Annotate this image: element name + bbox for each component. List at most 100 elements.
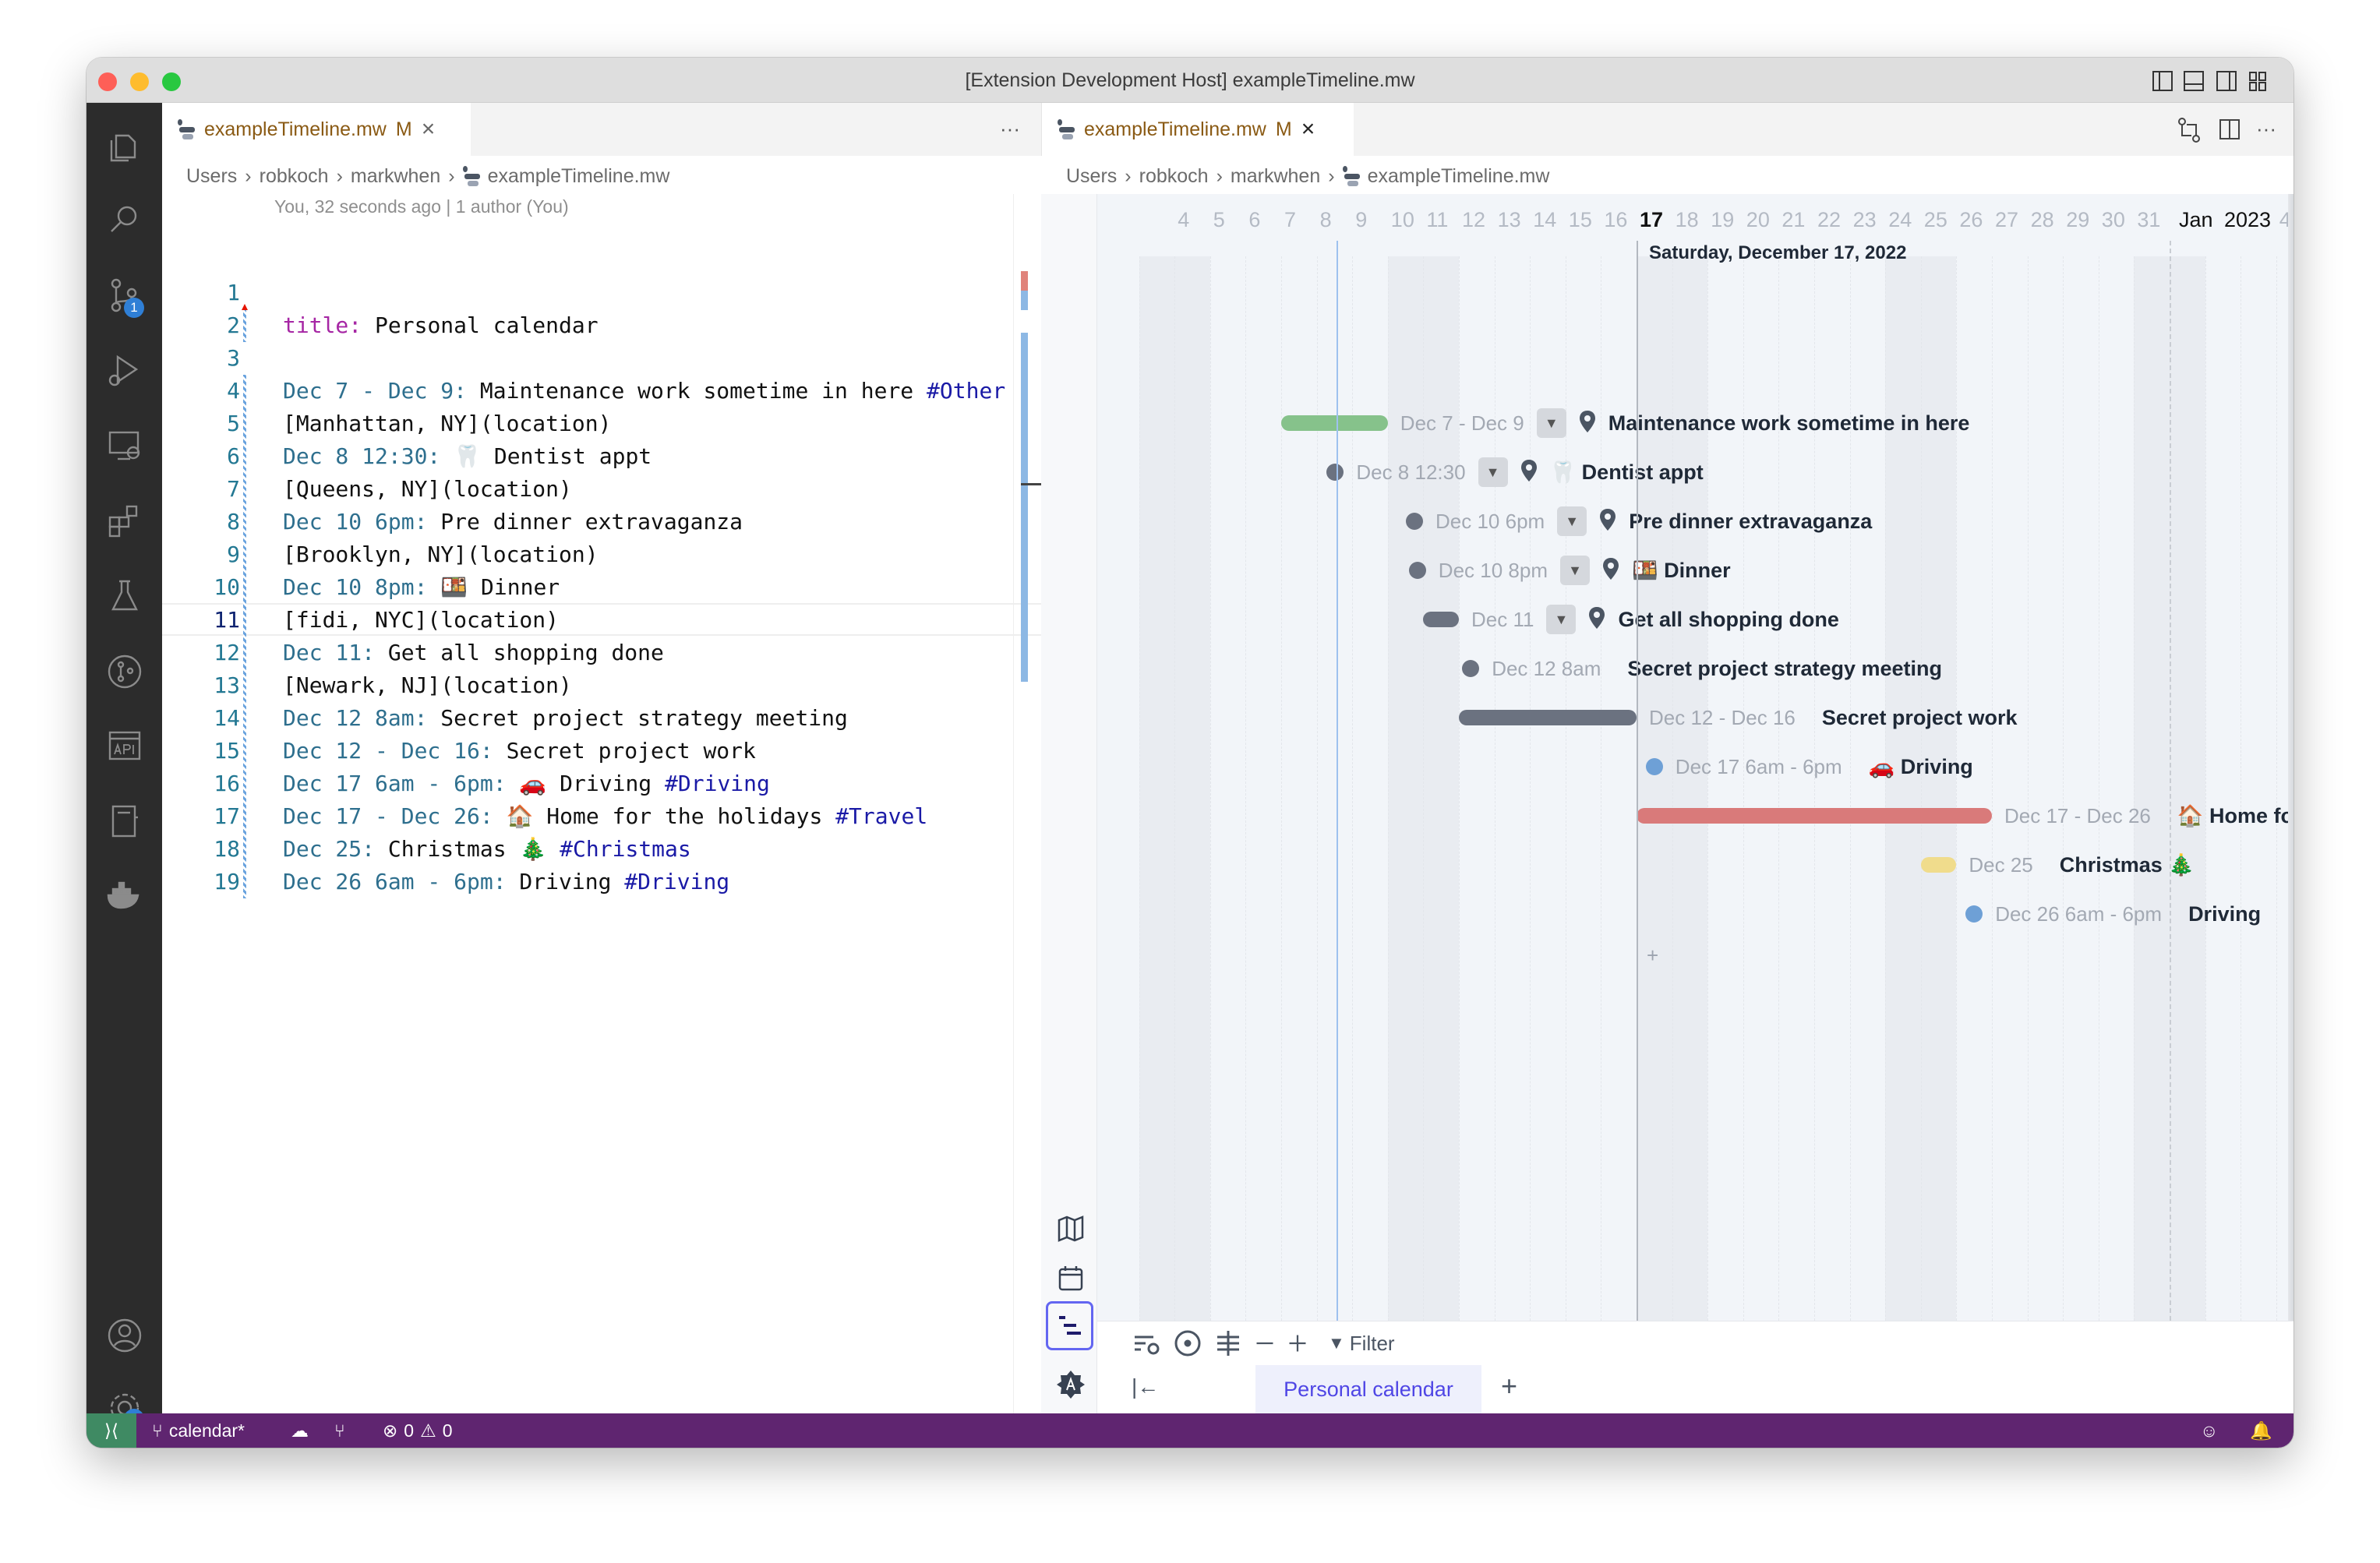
day-label[interactable]: 19 — [1711, 208, 1735, 231]
overview-ruler[interactable] — [1013, 194, 1042, 1413]
notebook-icon[interactable] — [105, 802, 144, 841]
event-dot[interactable] — [1406, 513, 1423, 530]
feedback-icon[interactable]: ☺ — [2200, 1420, 2219, 1441]
code-line[interactable]: 7 [Queens, NY](location) — [162, 473, 1091, 506]
testing-icon[interactable] — [105, 577, 144, 616]
close-tab-icon[interactable]: × — [421, 116, 436, 142]
timeline-event[interactable]: Dec 7 - Dec 9 ▼ Maintenance work sometime … — [1281, 408, 1969, 439]
zoom-in-icon[interactable] — [1286, 1328, 1309, 1359]
timeline-event[interactable]: Dec 12 8am Secret project strategy meetin… — [1462, 653, 1942, 684]
year-label[interactable]: 2023 — [2224, 208, 2272, 231]
timeline-event[interactable]: Dec 11 ▼ Get all shopping done — [1423, 604, 1839, 635]
event-bar[interactable] — [1423, 612, 1459, 627]
location-pin-icon[interactable] — [1599, 508, 1616, 535]
event-dot[interactable] — [1645, 758, 1663, 775]
day-label[interactable]: 12 — [1462, 208, 1486, 231]
filter-button[interactable]: ▼ Filter — [1328, 1332, 1395, 1356]
day-label[interactable]: 31 — [2137, 208, 2161, 231]
event-dropdown-button[interactable]: ▼ — [1557, 506, 1587, 536]
location-pin-icon[interactable] — [1579, 410, 1596, 437]
timeline-event[interactable]: Dec 10 6pm ▼ Pre dinner extravaganza — [1406, 506, 1872, 537]
remote-explorer-icon[interactable] — [105, 426, 144, 465]
day-label[interactable]: 5 — [1213, 208, 1225, 231]
run-debug-icon[interactable] — [105, 351, 144, 390]
event-dropdown-button[interactable]: ▼ — [1559, 556, 1590, 585]
breadcrumb-item[interactable]: robkoch — [1139, 164, 1209, 187]
day-label[interactable]: 28 — [2030, 208, 2054, 231]
event-bar[interactable] — [1459, 710, 1637, 725]
timeline-event[interactable]: Dec 17 - Dec 26 🏠 Home for the holidays — [1637, 800, 2293, 831]
timeline-event[interactable]: Dec 17 6am - 6pm 🚗 Driving — [1645, 751, 1973, 782]
day-label[interactable]: 30 — [2101, 208, 2125, 231]
code-line[interactable]: 1 — [162, 277, 1091, 309]
open-changes-icon[interactable] — [2176, 117, 2202, 143]
code-line[interactable]: 8 Dec 10 6pm: Pre dinner extravaganza — [162, 506, 1091, 538]
day-label[interactable]: 11 — [1426, 208, 1449, 231]
docker-icon[interactable] — [105, 877, 144, 916]
timeline-view[interactable]: 4 5 6 7 8 9 10 11 12 13 14 15 16 17 18 19 20 21 22 23 24 25 26… — [1097, 194, 2293, 1321]
code-line[interactable]: 2 title: Personal calendar — [162, 309, 1091, 342]
breadcrumb-item[interactable]: Users — [1066, 164, 1118, 187]
location-pin-icon[interactable] — [1602, 557, 1619, 584]
day-label[interactable]: 7 — [1284, 208, 1297, 231]
sort-icon[interactable] — [1132, 1328, 1163, 1359]
add-tab-button[interactable]: + — [1501, 1370, 1518, 1402]
more-actions-button[interactable]: ··· — [2256, 117, 2276, 140]
remote-indicator[interactable]: ⟩⟨ — [87, 1413, 136, 1448]
more-actions-button[interactable]: ··· — [1000, 117, 1020, 140]
day-label[interactable]: 23 — [1852, 208, 1877, 231]
day-label[interactable]: 18 — [1675, 208, 1699, 231]
code-line[interactable]: 15 Dec 12 - Dec 16: Secret project work — [162, 735, 1091, 767]
breadcrumb-item[interactable]: markwhen — [350, 164, 441, 187]
jump-to-now-icon[interactable] — [1172, 1328, 1203, 1359]
day-label[interactable]: 22 — [1817, 208, 1841, 231]
branch-indicator[interactable]: ⑂ calendar* — [152, 1413, 245, 1448]
publish-icon[interactable]: ☁ — [291, 1420, 309, 1441]
event-dot[interactable] — [1408, 562, 1426, 579]
timeline-event[interactable]: Dec 12 - Dec 16 Secret project work — [1459, 702, 2017, 733]
event-dot[interactable] — [1462, 660, 1480, 677]
event-dropdown-button[interactable]: ▼ — [1546, 605, 1577, 634]
day-label[interactable]: 20 — [1746, 208, 1770, 231]
code-line[interactable]: 17 Dec 17 - Dec 26: 🏠 Home for the holida… — [162, 800, 1091, 833]
event-bar[interactable] — [1281, 415, 1388, 431]
breadcrumb-item[interactable]: robkoch — [259, 164, 329, 187]
day-label[interactable]: 26 — [1959, 208, 1983, 231]
breadcrumb-item[interactable]: markwhen — [1230, 164, 1321, 187]
tab-personal-calendar[interactable]: Personal calendar — [1255, 1365, 1481, 1414]
settings-icon[interactable] — [1055, 1369, 1086, 1400]
code-line[interactable]: 9 [Brooklyn, NY](location) — [162, 538, 1091, 571]
day-label[interactable]: 4 — [1178, 208, 1190, 231]
day-label[interactable]: 15 — [1568, 208, 1592, 231]
maximize-window-button[interactable] — [162, 72, 181, 91]
add-event-button[interactable]: + — [1647, 944, 1659, 967]
account-icon[interactable] — [105, 1316, 144, 1355]
calendar-icon[interactable] — [1057, 1265, 1085, 1293]
problems-indicator[interactable]: ⊗ 0 ⚠ 0 — [383, 1413, 453, 1448]
month-label[interactable]: Jan — [2179, 208, 2213, 231]
code-line[interactable]: 14 Dec 12 8am: Secret project strategy me… — [162, 702, 1091, 735]
day-label[interactable]: 27 — [1995, 208, 2019, 231]
day-label[interactable]: 24 — [1888, 208, 1912, 231]
close-tab-icon[interactable]: × — [1301, 116, 1315, 142]
map-icon[interactable] — [1057, 1215, 1085, 1243]
code-line[interactable]: 11 [fidi, NYC](location) — [162, 604, 1091, 637]
fit-icon[interactable] — [1213, 1328, 1244, 1359]
day-label[interactable]: 25 — [1923, 208, 1947, 231]
right-editor-tab[interactable]: exampleTimeline.mw M × — [1042, 103, 1354, 156]
source-control-icon[interactable]: 1 — [105, 276, 144, 318]
layout-controls-icon[interactable] — [2152, 70, 2269, 92]
day-label[interactable]: 17 — [1640, 208, 1664, 231]
timeline-event[interactable]: Dec 10 8pm ▼ 🍱 Dinner — [1408, 555, 1731, 586]
event-dot[interactable] — [1326, 464, 1344, 481]
code-line[interactable]: 6 Dec 8 12:30: 🦷 Dentist appt — [162, 440, 1091, 473]
code-line[interactable]: 16 Dec 17 6am - 6pm: 🚗 Driving #Driving — [162, 767, 1091, 800]
explorer-icon[interactable] — [105, 126, 144, 165]
timeline-event[interactable]: Dec 8 12:30 ▼ 🦷 Dentist appt — [1326, 457, 1704, 488]
day-label[interactable]: 21 — [1781, 208, 1806, 231]
event-bar[interactable] — [1920, 857, 1957, 873]
git-blame-annotation[interactable]: You, 32 seconds ago | 1 author (You) — [274, 196, 569, 217]
event-dropdown-button[interactable]: ▼ — [1536, 408, 1566, 438]
breadcrumb-item[interactable]: exampleTimeline.mw — [487, 164, 670, 187]
day-label[interactable]: 16 — [1604, 208, 1628, 231]
